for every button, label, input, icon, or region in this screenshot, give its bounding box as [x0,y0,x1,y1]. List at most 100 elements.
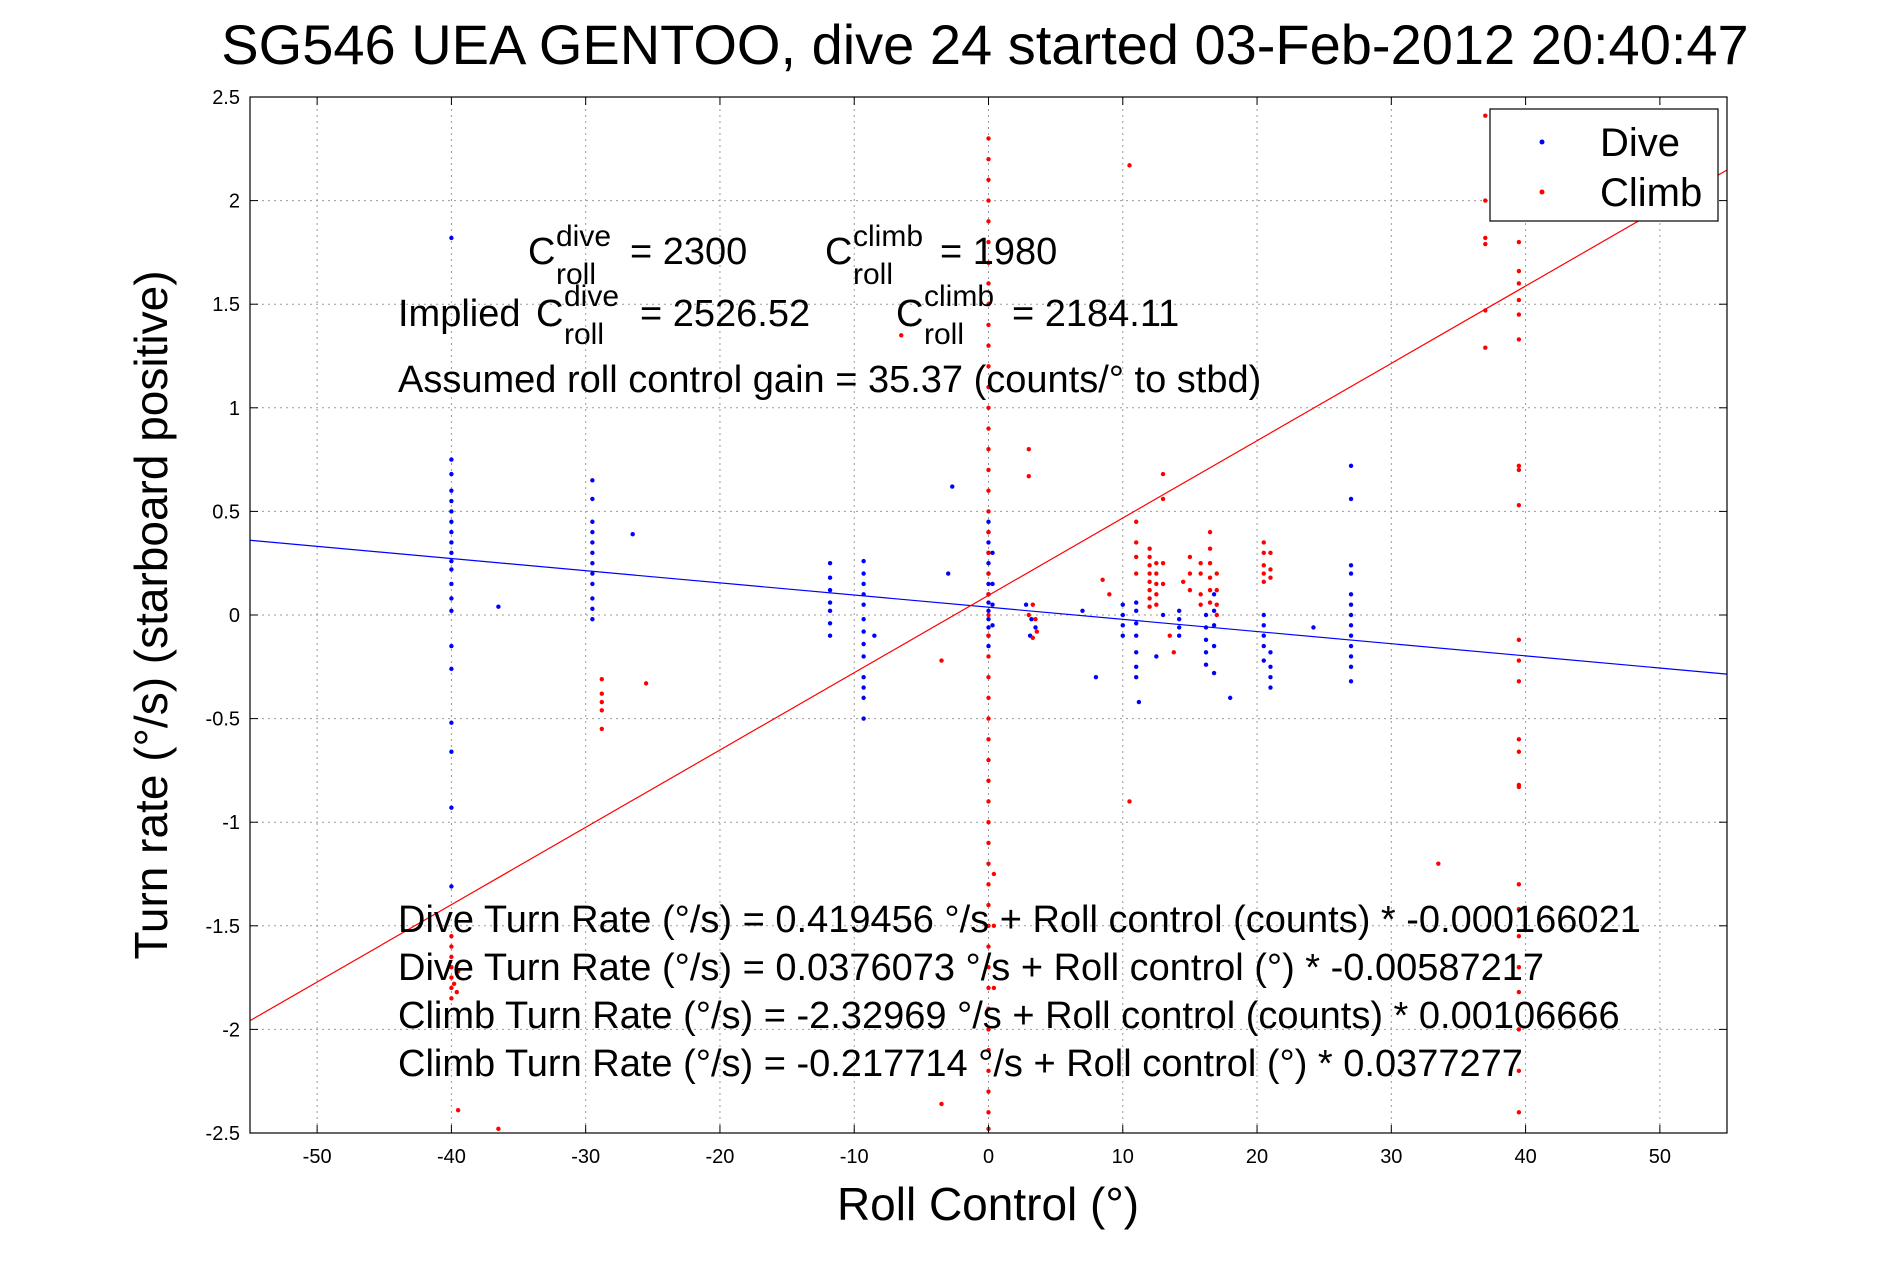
dive-point [1134,674,1139,680]
implied-climb-value: = 2184.11 [1012,293,1179,335]
climb-point [1134,540,1139,545]
climb-point [1516,907,1522,912]
dive-point [1348,463,1354,469]
dive-point [861,571,866,576]
dive-point [1136,699,1142,705]
climb-point [1516,965,1522,970]
climb-point [986,364,991,369]
x-tick-label: 40 [1514,1146,1536,1168]
climb-point [1154,571,1159,576]
dive-point [990,550,995,556]
climb-point [986,260,991,265]
dive-point [827,600,833,605]
climb-point [1207,561,1213,566]
climb-point [986,1110,991,1115]
dive-point [1120,633,1125,638]
climb-point [1516,882,1522,887]
dive-point [1268,674,1273,680]
dive-point [449,884,454,889]
legend-marker-dive [1539,139,1545,145]
climb-point [1034,629,1040,634]
dive-point [1134,633,1139,638]
climb-point [1214,571,1219,576]
implied-dive-sub: roll [564,318,604,351]
climb-point [449,933,454,939]
climb-point [1187,587,1193,593]
climb-point [1154,592,1159,597]
dive-point [449,509,454,514]
climb-point [455,1108,461,1113]
climb-point [986,322,991,328]
climb-point [1100,577,1105,582]
dive-point [861,674,866,680]
climb-point [1436,861,1441,866]
climb-point [1026,612,1031,618]
dive-point [1261,633,1266,638]
climb-point [986,695,991,701]
c-roll-dive-value: = 2300 [630,231,747,273]
dive-point [827,561,833,566]
climb-point [1134,554,1139,560]
climb-point [986,840,991,846]
dive-point [1134,664,1139,669]
c-roll-dive-symbol: C [528,231,555,273]
dive-point [946,571,951,576]
x-tick-label: -10 [840,1146,869,1168]
climb-point [986,177,991,183]
dive-point [1093,674,1099,680]
y-tick-label: 0 [229,605,240,627]
y-tick-label: 1.5 [212,294,240,316]
dive-point [1261,658,1266,663]
data-points [449,113,1522,1132]
dive-point [449,596,454,601]
dive-point [590,616,595,622]
climb-point [1107,592,1112,597]
climb-point [1516,1027,1522,1032]
climb-point [1516,749,1522,754]
implied-c-roll-annotation: Implied C dive roll = 2526.52 C climb ro… [398,280,1179,351]
climb-point [1214,602,1219,607]
dive-point [1134,621,1139,626]
dive-point [1134,608,1139,614]
legend: Dive Climb [1489,108,1719,222]
dive-point [827,587,833,593]
dive-point [1348,571,1354,576]
climb-point [1516,637,1522,643]
climb-point [986,757,991,763]
c-roll-annotation: C dive roll = 2300 C climb roll = 1980 [528,220,1057,291]
dive-point [1268,685,1273,690]
climb-point [986,985,991,991]
climb-point [986,1047,991,1053]
x-tick-label: 10 [1112,1146,1134,1168]
dive-point [986,600,991,605]
dive-point [449,498,454,504]
c-roll-climb-value: = 1980 [940,231,1057,273]
climb-point [1214,587,1219,593]
dive-point [1120,612,1125,618]
climb-point [1516,1110,1522,1115]
c-roll-climb-symbol: C [825,231,852,273]
climb-point [1261,540,1266,545]
climb-point [1261,550,1266,556]
dive-point [590,519,595,524]
dive-point [449,581,454,587]
climb-point [599,708,604,713]
dive-point [1211,608,1217,614]
y-tick-label: -2 [222,1019,240,1041]
climb-point [1198,561,1203,566]
dive-point [1176,633,1182,638]
climb-point [449,985,454,991]
dive-point [1227,695,1233,701]
climb-point [1134,571,1139,576]
dive-point [1348,679,1354,684]
climb-point [986,343,991,348]
dive-point [1261,623,1266,628]
legend-label-dive: Dive [1600,121,1680,165]
climb-point [1160,581,1166,587]
climb-point [986,488,991,493]
dive-point [986,608,991,614]
climb-point [599,726,604,732]
dive-point [449,567,454,572]
climb-point [1516,281,1522,286]
climb-point [1160,496,1166,502]
